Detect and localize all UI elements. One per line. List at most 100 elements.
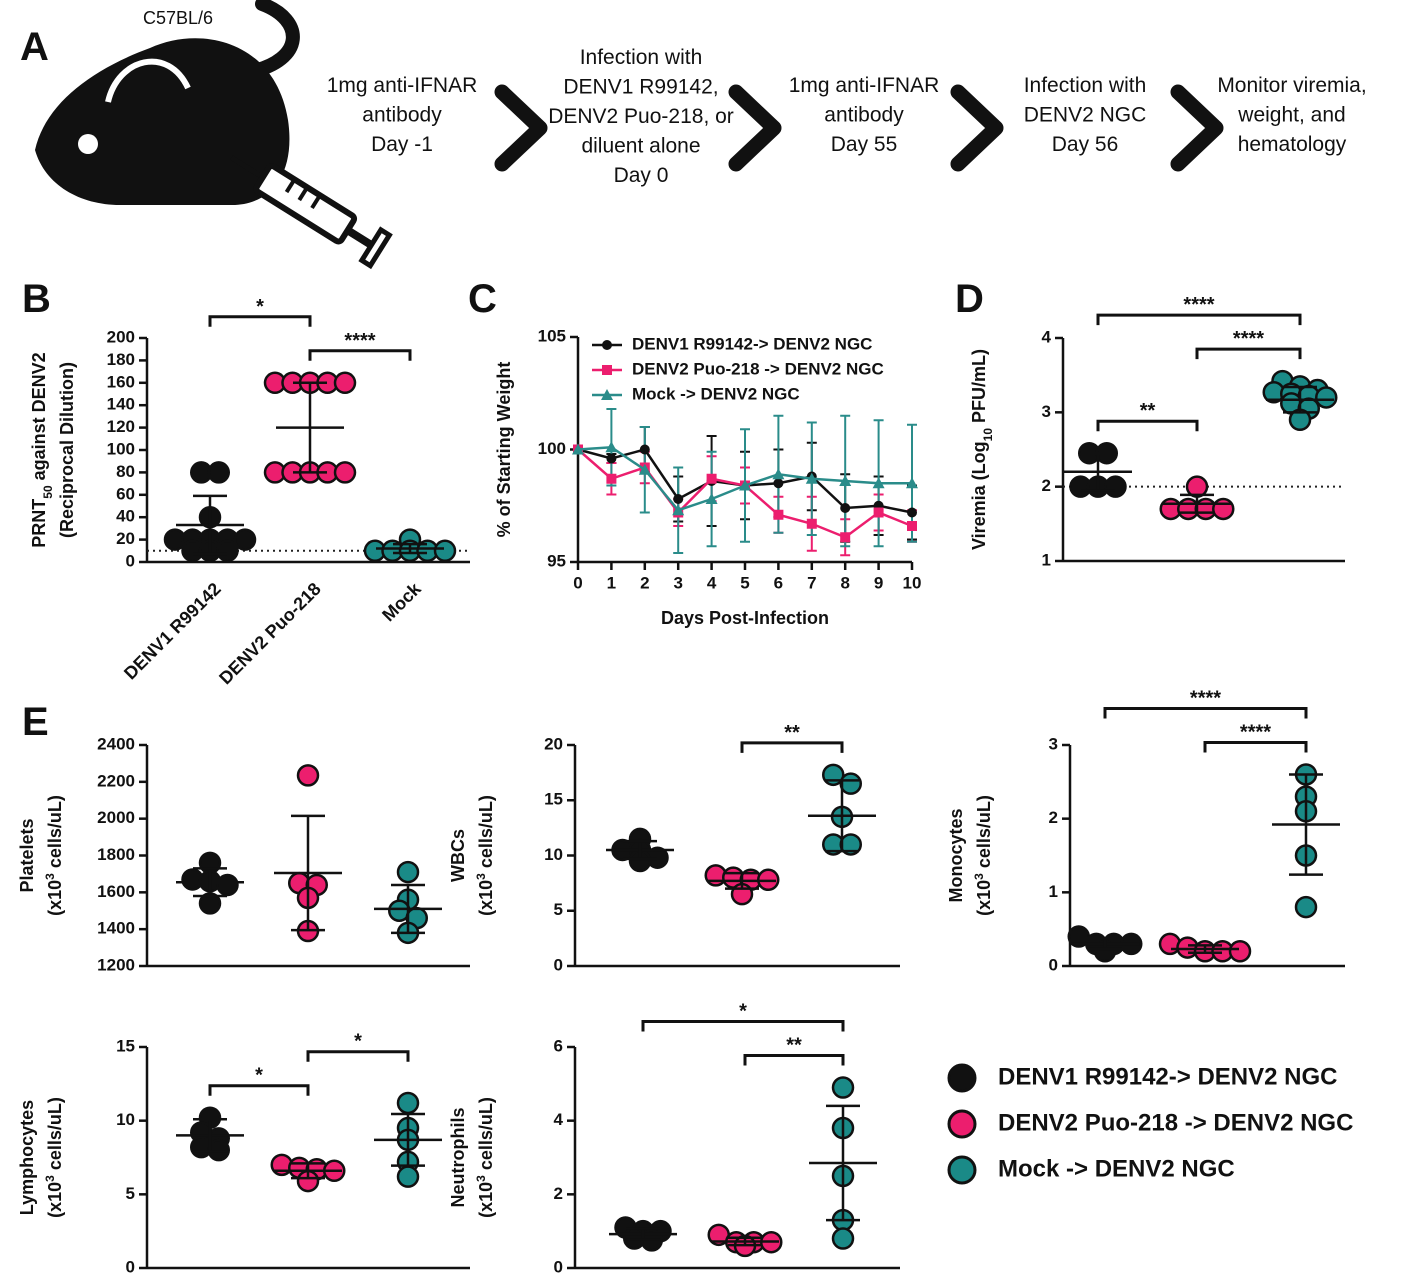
legend-marker — [947, 1063, 977, 1093]
data-point — [672, 504, 685, 516]
data-point — [333, 371, 357, 395]
x-tick-label: DENV2 Puo-218 — [215, 579, 325, 689]
x-tick-label: 9 — [874, 573, 883, 592]
significance-label: **** — [1233, 328, 1264, 350]
significance-label: **** — [1190, 687, 1221, 709]
y-tick-label: 0 — [554, 955, 563, 974]
x-tick-label: 6 — [774, 573, 783, 592]
label-text: (x10 — [45, 880, 65, 916]
significance-bracket — [1103, 706, 1308, 719]
y-tick-label: 1 — [1049, 882, 1058, 901]
y-tick-label: 4 — [554, 1110, 564, 1129]
step-text: Day -1 — [371, 133, 433, 156]
y-axis-label: Lymphocytes — [17, 1100, 37, 1215]
data-point — [805, 472, 818, 484]
significance-label: ** — [786, 1035, 802, 1057]
y-tick-label: 100 — [107, 439, 135, 458]
label-text: cells/uL) — [974, 795, 994, 873]
y-tick-label: 15 — [116, 1036, 135, 1055]
label-text: cells/uL) — [45, 1097, 65, 1175]
y-tick-label: 120 — [107, 417, 135, 436]
y-axis-label: (x103 cells/uL) — [474, 1097, 496, 1218]
data-point — [396, 1165, 420, 1188]
step-text: DENV1 R99142, — [563, 76, 718, 99]
x-tick-label: 4 — [707, 573, 717, 592]
y-axis-label: Platelets — [17, 818, 37, 892]
data-point — [572, 443, 584, 455]
data-point — [606, 453, 617, 464]
label-text: (x10 — [476, 880, 496, 916]
y-tick-label: 0 — [126, 551, 135, 570]
panel-label: B — [22, 277, 51, 321]
step-text: diluent alone — [581, 135, 700, 158]
legend-label: DENV1 R99142-> DENV2 NGC — [632, 334, 872, 353]
significance-label: ** — [784, 722, 800, 744]
step-text: weight, and — [1237, 104, 1345, 127]
label-text: (x10 — [476, 1182, 496, 1218]
superscript: 3 — [474, 873, 488, 880]
label-text: cells/uL) — [45, 795, 65, 873]
y-tick-label: 10 — [544, 845, 563, 864]
data-point — [773, 478, 784, 489]
y-tick-label: 4 — [1042, 327, 1052, 346]
panel-label: D — [955, 277, 984, 321]
legend-label: Mock -> DENV2 NGC — [632, 384, 800, 403]
y-axis-label: % of Starting Weight — [494, 362, 514, 538]
step-text: Day 0 — [614, 164, 669, 187]
y-axis-label: (x103 cells/uL) — [43, 795, 65, 916]
label-text: (x10 — [974, 880, 994, 916]
y-tick-label: 60 — [116, 484, 135, 503]
label-text: cells/uL) — [476, 1097, 496, 1175]
y-tick-label: 3 — [1049, 734, 1058, 753]
x-tick-label: 1 — [607, 573, 616, 592]
data-point — [907, 521, 917, 531]
significance-bracket — [1096, 313, 1302, 326]
data-point — [839, 475, 852, 486]
data-point — [739, 479, 751, 491]
y-axis-label: (x103 cells/uL) — [474, 795, 496, 916]
label-text: Neutrophils — [448, 1107, 468, 1207]
data-point — [907, 507, 917, 518]
label-text: Lymphocytes — [17, 1100, 37, 1215]
data-point — [1294, 895, 1318, 919]
significance-label: **** — [1183, 294, 1214, 316]
superscript: 3 — [43, 873, 57, 880]
y-tick-label: 2000 — [97, 808, 135, 827]
data-point — [840, 503, 851, 513]
y-tick-label: 1800 — [97, 845, 135, 864]
legend-marker — [602, 365, 612, 375]
data-point — [433, 539, 457, 563]
data-point — [705, 493, 718, 504]
significance-label: * — [739, 1001, 747, 1023]
data-point — [1228, 940, 1252, 963]
label-text: (x10 — [45, 1182, 65, 1218]
data-point — [840, 532, 851, 543]
step-text: DENV2 NGC — [1024, 104, 1147, 127]
panel-label: E — [22, 700, 49, 744]
significance-label: **** — [1240, 721, 1271, 743]
legend-label: DENV2 Puo-218 -> DENV2 NGC — [998, 1109, 1353, 1136]
significance-label: * — [354, 1031, 362, 1053]
x-tick-label: 8 — [840, 573, 849, 592]
significance-bracket — [208, 1084, 310, 1096]
data-point — [906, 477, 918, 489]
y-axis-label: (x103 cells/uL) — [43, 1097, 65, 1218]
significance-label: * — [255, 1065, 263, 1087]
x-tick-label: Mock — [378, 578, 425, 625]
significance-label: **** — [344, 330, 375, 352]
data-point — [1212, 497, 1235, 521]
y-tick-label: 0 — [1049, 955, 1058, 974]
data-point — [638, 463, 651, 475]
significance-bracket — [306, 1050, 410, 1062]
y-tick-label: 2 — [1042, 476, 1051, 495]
significance-bracket — [743, 1054, 845, 1066]
y-tick-label: 100 — [538, 439, 566, 458]
data-point — [639, 444, 650, 455]
significance-bracket — [308, 349, 412, 361]
step-text: antibody — [824, 104, 904, 127]
data-point — [872, 477, 885, 489]
data-point — [806, 518, 817, 529]
y-tick-label: 10 — [116, 1110, 135, 1129]
step-text: Infection with — [580, 46, 703, 69]
